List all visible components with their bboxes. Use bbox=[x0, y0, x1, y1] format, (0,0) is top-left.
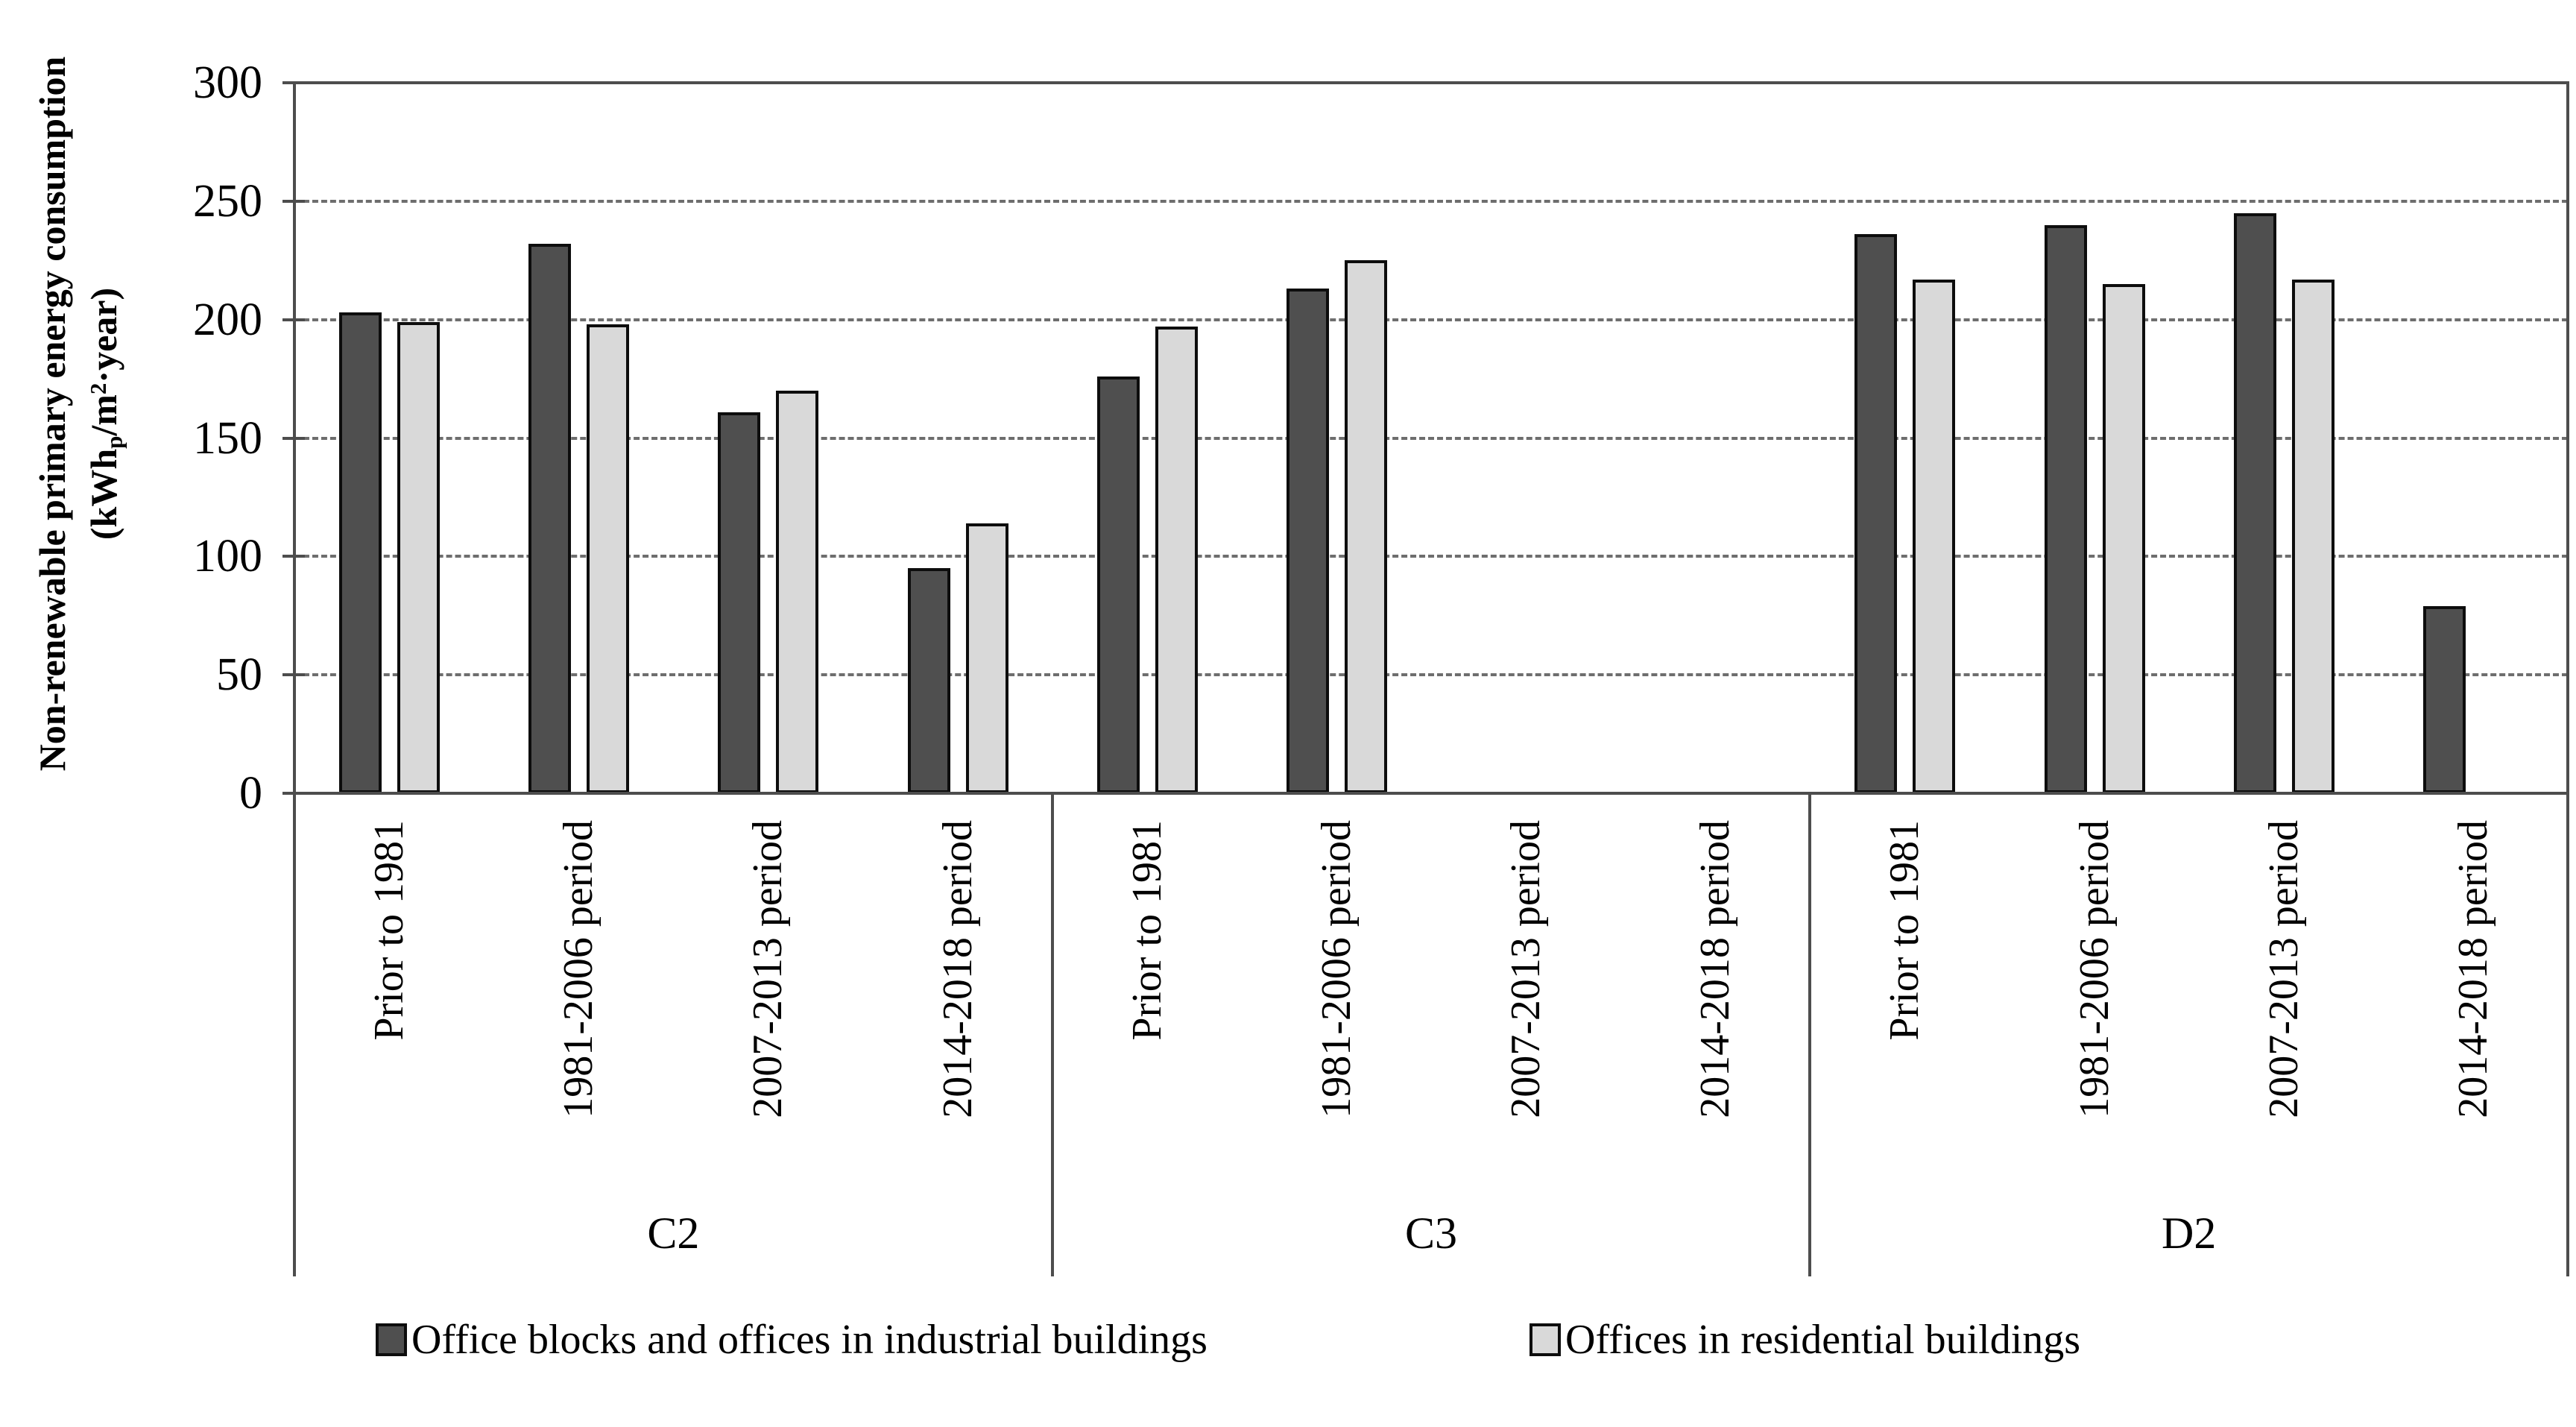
legend-label-residential: Offices in residential buildings bbox=[1565, 1317, 2081, 1363]
group-label-C2: C2 bbox=[647, 1209, 700, 1258]
group-label-C3: C3 bbox=[1404, 1209, 1458, 1258]
gridline-50 bbox=[294, 673, 2568, 677]
legend-entry-industrial: Office blocks and offices in industrial … bbox=[376, 1315, 1208, 1364]
bar-C2-1-s0 bbox=[339, 312, 382, 793]
legend-label-industrial: Office blocks and offices in industrial … bbox=[411, 1317, 1208, 1363]
bar-C2-1-s1 bbox=[397, 321, 440, 793]
y-tick-label-0: 0 bbox=[239, 768, 262, 819]
bar-D2-1-s1 bbox=[1913, 279, 1956, 793]
bar-C3-1-s0 bbox=[1096, 376, 1140, 793]
x-category-label-C3-2: 1981-2006 period bbox=[1313, 820, 1360, 1118]
bar-C2-4-s0 bbox=[907, 568, 950, 793]
y-axis-title-unit: (kWhp/m2·year) bbox=[82, 287, 127, 541]
group-separator-3 bbox=[2566, 793, 2569, 1276]
bar-D2-2-s0 bbox=[2044, 224, 2087, 793]
x-category-label-D2-4: 2014-2018 period bbox=[2449, 820, 2496, 1118]
y-tick-mark-200 bbox=[282, 318, 305, 321]
bar-D2-3-s0 bbox=[2233, 212, 2276, 793]
bar-D2-4-s0 bbox=[2422, 606, 2466, 793]
group-separator-0 bbox=[293, 793, 296, 1276]
x-category-label-D2-2: 1981-2006 period bbox=[2071, 820, 2118, 1118]
unit-superscript: 2 bbox=[85, 382, 111, 395]
x-category-label-D2-3: 2007-2013 period bbox=[2260, 820, 2307, 1118]
y-tick-mark-300 bbox=[282, 81, 305, 84]
y-tick-mark-150 bbox=[282, 436, 305, 440]
unit-subscript: p bbox=[101, 435, 127, 449]
gridline-250 bbox=[294, 199, 2568, 203]
bar-D2-2-s1 bbox=[2102, 284, 2145, 793]
legend-entry-residential: Offices in residential buildings bbox=[1530, 1315, 2080, 1364]
y-tick-mark-50 bbox=[282, 673, 305, 677]
legend-swatch-residential bbox=[1530, 1323, 1561, 1356]
y-axis-title: Non-renewable primary energy consumption… bbox=[29, 4, 127, 824]
bar-C3-2-s0 bbox=[1286, 289, 1329, 793]
group-separator-1 bbox=[1050, 793, 1054, 1276]
gridline-150 bbox=[294, 436, 2568, 440]
bar-C2-3-s1 bbox=[776, 390, 819, 793]
bar-D2-1-s0 bbox=[1854, 234, 1898, 793]
x-category-label-C3-3: 2007-2013 period bbox=[1503, 820, 1550, 1118]
y-axis-title-line1: Non-renewable primary energy consumption bbox=[31, 56, 73, 772]
x-category-label-C2-1: Prior to 1981 bbox=[366, 820, 413, 1041]
gridline-100 bbox=[294, 555, 2568, 558]
x-category-label-D2-1: Prior to 1981 bbox=[1881, 820, 1928, 1041]
x-category-label-C3-4: 2014-2018 period bbox=[1692, 820, 1739, 1118]
y-tick-label-300: 300 bbox=[193, 57, 262, 108]
y-tick-label-100: 100 bbox=[193, 531, 262, 582]
y-tick-mark-250 bbox=[282, 199, 305, 203]
bar-C2-3-s0 bbox=[718, 412, 761, 793]
x-category-label-C3-1: Prior to 1981 bbox=[1123, 820, 1170, 1041]
y-tick-label-250: 250 bbox=[193, 175, 262, 227]
y-tick-label-150: 150 bbox=[193, 412, 262, 464]
bar-C3-2-s1 bbox=[1344, 260, 1387, 793]
y-tick-label-200: 200 bbox=[193, 294, 262, 345]
bar-C2-2-s0 bbox=[528, 244, 572, 793]
group-separator-2 bbox=[1808, 793, 1812, 1276]
x-category-label-C2-3: 2007-2013 period bbox=[745, 820, 792, 1118]
bar-C3-1-s1 bbox=[1155, 327, 1198, 793]
y-tick-label-50: 50 bbox=[216, 649, 262, 701]
x-category-label-C2-2: 1981-2006 period bbox=[555, 820, 602, 1118]
y-tick-mark-100 bbox=[282, 555, 305, 558]
bar-C2-4-s1 bbox=[965, 523, 1008, 793]
group-label-D2: D2 bbox=[2161, 1209, 2217, 1258]
x-category-label-C2-4: 2014-2018 period bbox=[934, 820, 981, 1118]
bar-D2-3-s1 bbox=[2291, 279, 2334, 793]
bar-C2-2-s1 bbox=[587, 324, 630, 793]
gridline-200 bbox=[294, 318, 2568, 321]
legend-swatch-industrial bbox=[376, 1323, 407, 1356]
